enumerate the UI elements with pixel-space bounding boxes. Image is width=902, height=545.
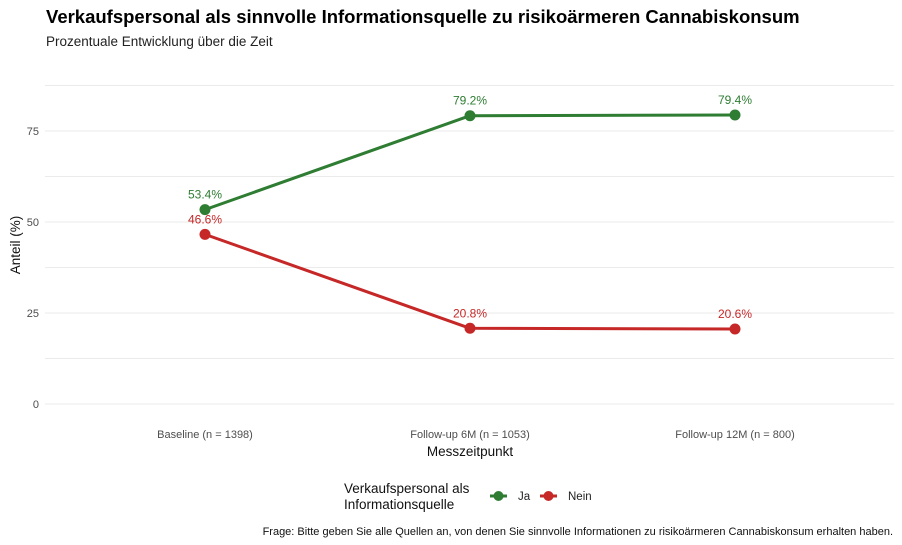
data-point [464,322,476,334]
data-label: 20.6% [718,307,752,321]
data-point [464,110,476,122]
data-label: 79.4% [718,93,752,107]
series-line [204,113,736,212]
legend-item-nein: Nein [540,491,592,503]
data-label: 20.8% [453,306,487,320]
y-tick-label: 0 [33,399,39,411]
x-axis-ticks: Baseline (n = 1398) Follow-up 6M (n = 105… [157,429,795,441]
y-axis-ticks: 0 25 50 75 [27,126,39,411]
gridlines [45,85,894,405]
data-point [729,109,741,121]
x-tick-label: Follow-up 12M (n = 800) [675,429,795,441]
data-label: 53.4% [188,188,222,202]
series-nein: 46.6% 20.8% 20.6% [188,212,752,335]
legend-title: Verkaufspersonal als Informationsquelle [344,481,473,512]
data-label: 46.6% [188,212,222,226]
legend-title-line-2: Informationsquelle [344,497,454,512]
x-axis-title: Messzeitpunkt [427,444,514,459]
y-axis-title: Anteil (%) [8,216,23,275]
legend-title-line-1: Verkaufspersonal als [344,481,470,496]
x-tick-label: Baseline (n = 1398) [157,429,253,441]
data-point [199,228,211,240]
data-point [729,323,741,335]
legend-items: Ja Nein [490,491,592,503]
legend-label: Nein [568,491,592,503]
legend: Verkaufspersonal als Informationsquelle … [344,481,592,512]
y-tick-label: 75 [27,126,39,138]
legend-key-point [493,491,504,501]
series: 53.4% 79.2% 79.4% 46.6% 20.8% 20.6% [188,93,752,335]
series-ja: 53.4% 79.2% 79.4% [188,93,752,216]
data-label: 79.2% [453,94,487,108]
legend-key-point [543,491,554,501]
data-point [199,204,211,216]
legend-label: Ja [518,491,531,503]
y-tick-label: 25 [27,308,39,320]
y-tick-label: 50 [27,217,39,229]
legend-item-ja: Ja [490,491,531,503]
chart-subtitle: Prozentuale Entwicklung über die Zeit [46,34,273,49]
chart-title: Verkaufspersonal als sinnvolle Informati… [46,6,800,27]
chart-caption: Frage: Bitte geben Sie alle Quellen an, … [263,526,893,538]
x-tick-label: Follow-up 6M (n = 1053) [410,429,530,441]
